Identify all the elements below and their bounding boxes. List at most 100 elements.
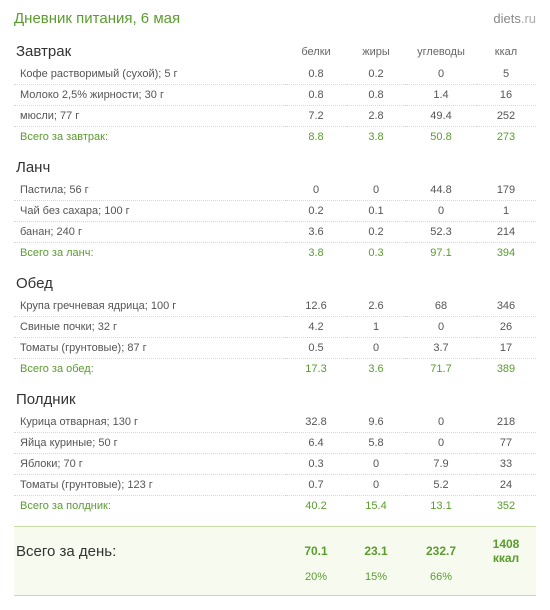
food-name[interactable]: Свиные почки; 32 г [14, 317, 286, 338]
subtotal-label: Всего за завтрак: [14, 127, 286, 152]
meal-block: ОбедКрупа гречневая ядрица; 100 г12.62.6… [14, 269, 536, 383]
subtotal-carbs: 50.8 [406, 127, 476, 152]
food-name[interactable]: Молоко 2,5% жирности; 30 г [14, 85, 286, 106]
food-carbs: 0 [406, 412, 476, 433]
meal-block: ЛанчПастила; 56 г0044.8179Чай без сахара… [14, 153, 536, 267]
subtotal-carbs: 97.1 [406, 243, 476, 268]
food-row: Пастила; 56 г0044.8179 [14, 180, 536, 201]
food-protein: 0.2 [286, 201, 346, 222]
meal-name: Полдник [14, 385, 286, 412]
subtotal-protein: 8.8 [286, 127, 346, 152]
subtotal-fat: 15.4 [346, 496, 406, 521]
meal-subtotal: Всего за полдник:40.215.413.1352 [14, 496, 536, 521]
food-name[interactable]: Курица отварная; 130 г [14, 412, 286, 433]
col-fat: жиры [346, 37, 406, 64]
meal-name: Ланч [14, 153, 286, 180]
grand-carbs: 232.7 [406, 533, 476, 569]
food-kcal: 26 [476, 317, 536, 338]
col-carbs: углеводы [406, 37, 476, 64]
food-name[interactable]: банан; 240 г [14, 222, 286, 243]
food-name[interactable]: Крупа гречневая ядрица; 100 г [14, 296, 286, 317]
food-row: Яблоки; 70 г0.307.933 [14, 454, 536, 475]
meal-subtotal: Всего за ланч:3.80.397.1394 [14, 243, 536, 268]
meal-name: Завтрак [14, 37, 286, 64]
food-row: Томаты (грунтовые); 123 г0.705.224 [14, 475, 536, 496]
food-fat: 0.2 [346, 64, 406, 85]
food-fat: 1 [346, 317, 406, 338]
grand-fat-pct: 15% [346, 569, 406, 587]
food-kcal: 214 [476, 222, 536, 243]
food-kcal: 346 [476, 296, 536, 317]
food-kcal: 252 [476, 106, 536, 127]
food-kcal: 179 [476, 180, 536, 201]
food-name[interactable]: Томаты (грунтовые); 87 г [14, 338, 286, 359]
subtotal-label: Всего за обед: [14, 359, 286, 384]
food-carbs: 3.7 [406, 338, 476, 359]
food-protein: 0.5 [286, 338, 346, 359]
food-fat: 0 [346, 475, 406, 496]
brand-tld: .ru [521, 11, 536, 26]
food-name[interactable]: Чай без сахара; 100 г [14, 201, 286, 222]
meal-table: ОбедКрупа гречневая ядрица; 100 г12.62.6… [14, 269, 536, 383]
food-fat: 0 [346, 180, 406, 201]
food-fat: 2.8 [346, 106, 406, 127]
food-row: Свиные почки; 32 г4.21026 [14, 317, 536, 338]
header: Дневник питания, 6 мая diets.ru [14, 10, 536, 27]
subtotal-protein: 3.8 [286, 243, 346, 268]
food-carbs: 1.4 [406, 85, 476, 106]
food-name[interactable]: Кофе растворимый (сухой); 5 г [14, 64, 286, 85]
food-carbs: 0 [406, 201, 476, 222]
food-protein: 0.7 [286, 475, 346, 496]
food-fat: 0 [346, 338, 406, 359]
meal-subtotal: Всего за завтрак:8.83.850.8273 [14, 127, 536, 152]
food-name[interactable]: мюсли; 77 г [14, 106, 286, 127]
food-name[interactable]: Яйца куриные; 50 г [14, 433, 286, 454]
food-row: банан; 240 г3.60.252.3214 [14, 222, 536, 243]
food-protein: 3.6 [286, 222, 346, 243]
food-protein: 7.2 [286, 106, 346, 127]
brand-logo[interactable]: diets.ru [493, 11, 536, 26]
meal-table: ЛанчПастила; 56 г0044.8179Чай без сахара… [14, 153, 536, 267]
food-carbs: 68 [406, 296, 476, 317]
food-row: мюсли; 77 г7.22.849.4252 [14, 106, 536, 127]
brand-name: diets [493, 11, 520, 26]
meals-list: ЗавтракбелкижирыуглеводыккалКофе раствор… [14, 37, 536, 520]
subtotal-carbs: 13.1 [406, 496, 476, 521]
subtotal-carbs: 71.7 [406, 359, 476, 384]
food-carbs: 52.3 [406, 222, 476, 243]
food-protein: 4.2 [286, 317, 346, 338]
food-carbs: 49.4 [406, 106, 476, 127]
grand-total: Всего за день: 70.1 23.1 232.7 1408 ккал… [14, 526, 536, 596]
food-row: Чай без сахара; 100 г0.20.101 [14, 201, 536, 222]
food-carbs: 5.2 [406, 475, 476, 496]
food-carbs: 0 [406, 433, 476, 454]
subtotal-fat: 0.3 [346, 243, 406, 268]
subtotal-kcal: 352 [476, 496, 536, 521]
subtotal-protein: 40.2 [286, 496, 346, 521]
food-name[interactable]: Пастила; 56 г [14, 180, 286, 201]
grand-label: Всего за день: [14, 533, 286, 569]
grand-protein-pct: 20% [286, 569, 346, 587]
food-name[interactable]: Яблоки; 70 г [14, 454, 286, 475]
meal-name: Обед [14, 269, 286, 296]
food-kcal: 24 [476, 475, 536, 496]
grand-kcal: 1408 ккал [476, 533, 536, 569]
grand-carbs-pct: 66% [406, 569, 476, 587]
food-protein: 0.8 [286, 85, 346, 106]
food-name[interactable]: Томаты (грунтовые); 123 г [14, 475, 286, 496]
meal-table: ПолдникКурица отварная; 130 г32.89.60218… [14, 385, 536, 520]
food-carbs: 44.8 [406, 180, 476, 201]
food-kcal: 218 [476, 412, 536, 433]
subtotal-label: Всего за ланч: [14, 243, 286, 268]
food-fat: 0.8 [346, 85, 406, 106]
food-carbs: 0 [406, 64, 476, 85]
grand-protein: 70.1 [286, 533, 346, 569]
food-protein: 0.8 [286, 64, 346, 85]
food-kcal: 77 [476, 433, 536, 454]
food-kcal: 1 [476, 201, 536, 222]
food-fat: 9.6 [346, 412, 406, 433]
food-fat: 0 [346, 454, 406, 475]
food-protein: 0 [286, 180, 346, 201]
col-kcal: ккал [476, 37, 536, 64]
grand-fat: 23.1 [346, 533, 406, 569]
